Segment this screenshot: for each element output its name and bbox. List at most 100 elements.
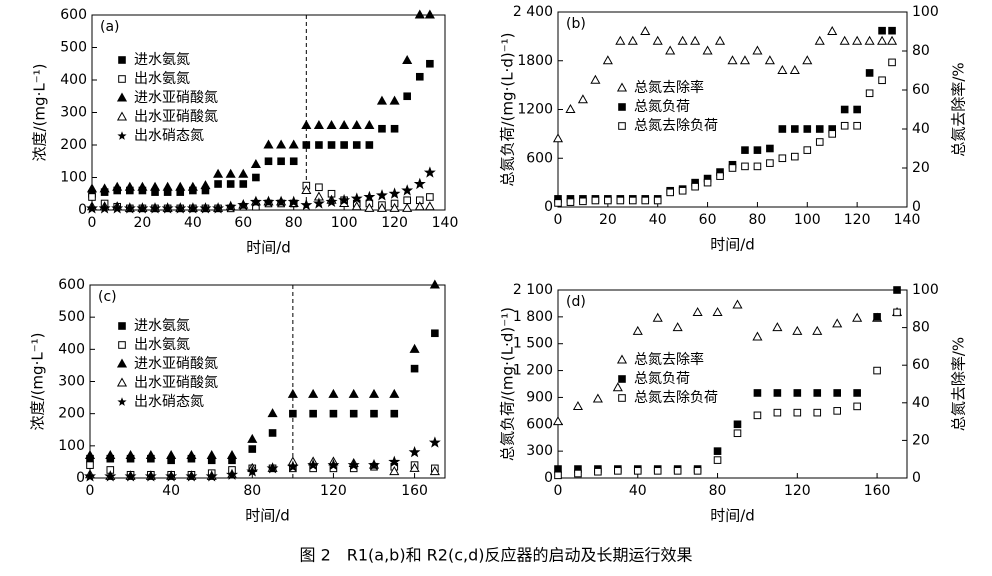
data-point — [237, 198, 250, 211]
data-point — [702, 45, 713, 55]
data-point — [326, 119, 337, 129]
data-point — [772, 322, 783, 332]
data-point — [791, 152, 799, 161]
data-point — [88, 193, 96, 201]
y-tick-label: 2 100 — [513, 282, 553, 298]
y-tick-label: 600 — [60, 7, 87, 23]
data-point — [351, 119, 362, 129]
y2-axis-label: 总氮去除率/% — [950, 62, 968, 156]
data-point — [365, 141, 374, 149]
data-point — [378, 124, 386, 133]
data-point — [590, 74, 601, 84]
data-point — [712, 307, 723, 317]
data-point — [328, 388, 339, 398]
data-point — [853, 389, 861, 397]
x-tick-label: 120 — [381, 215, 408, 231]
data-point — [313, 197, 325, 209]
legend-marker — [618, 375, 626, 383]
data-point — [98, 202, 111, 214]
y2-tick-label: 40 — [912, 395, 930, 411]
data-point — [307, 458, 320, 471]
data-point — [401, 184, 414, 196]
panel-label: (d) — [566, 294, 586, 310]
data-point — [351, 201, 362, 211]
data-point — [368, 388, 380, 398]
data-point — [752, 331, 763, 341]
legend-marker — [618, 122, 626, 130]
data-point — [389, 202, 400, 212]
data-point — [574, 469, 582, 478]
data-point — [753, 389, 762, 397]
data-point — [840, 105, 849, 114]
data-point — [803, 146, 812, 154]
data-point — [308, 388, 319, 398]
data-point — [288, 139, 299, 149]
data-point — [878, 76, 886, 85]
legend-label: 总氮去除率 — [634, 351, 704, 368]
y2-tick-label: 80 — [912, 43, 930, 59]
y-tick-label: 300 — [58, 374, 85, 390]
legend-marker — [116, 111, 128, 121]
x-tick-label: 20 — [599, 212, 617, 228]
data-point — [112, 181, 123, 191]
data-point — [301, 184, 312, 194]
data-point — [753, 411, 762, 420]
data-point — [390, 124, 399, 133]
data-point — [315, 183, 323, 192]
data-point — [200, 180, 211, 190]
data-point — [276, 139, 287, 149]
data-point — [777, 64, 788, 74]
legend-marker — [118, 75, 126, 83]
data-point — [410, 364, 419, 373]
y-axis-label: 浓度/(mg·L⁻¹) — [31, 64, 49, 162]
legend-marker — [618, 103, 626, 111]
data-point — [111, 202, 124, 214]
legend-marker — [616, 82, 628, 92]
data-point — [84, 449, 96, 459]
x-axis-label: 时间/d — [710, 236, 755, 254]
data-point — [833, 407, 842, 415]
data-point — [363, 190, 376, 203]
data-point — [677, 35, 688, 45]
y-tick-label: 100 — [58, 438, 85, 454]
data-point — [375, 189, 388, 201]
data-point — [212, 202, 224, 214]
data-point — [828, 130, 837, 138]
data-point — [224, 200, 237, 212]
y-tick-label: 0 — [78, 202, 87, 218]
data-point — [690, 35, 701, 45]
data-point — [248, 445, 257, 453]
data-point — [628, 196, 637, 205]
y-tick-label: 1 500 — [513, 336, 553, 352]
data-point — [693, 467, 702, 475]
data-point — [865, 69, 874, 77]
y-tick-label: 2 400 — [513, 4, 553, 20]
data-point — [238, 168, 249, 178]
data-point — [409, 343, 420, 353]
y2-tick-label: 100 — [912, 4, 939, 20]
data-point — [753, 146, 762, 154]
data-point — [415, 72, 424, 81]
data-point — [691, 182, 699, 191]
data-point — [591, 196, 600, 205]
legend-marker — [118, 341, 126, 349]
data-point — [364, 202, 375, 212]
data-point — [175, 181, 186, 191]
y2-tick-label: 100 — [912, 282, 939, 298]
data-point — [592, 393, 603, 403]
legend-marker — [117, 131, 127, 140]
legend-label: 出水氨氮 — [134, 71, 190, 87]
y-tick-label: 1800 — [517, 53, 553, 69]
y-tick-label: 1 800 — [513, 309, 553, 325]
data-point — [652, 312, 663, 322]
data-point — [86, 461, 94, 469]
data-point — [727, 55, 738, 65]
data-point — [165, 470, 178, 482]
data-point — [873, 313, 881, 321]
x-tick-label: 80 — [709, 483, 727, 499]
y-tick-label: 0 — [544, 470, 553, 486]
y-tick-label: 0 — [76, 470, 85, 486]
data-point — [653, 196, 662, 205]
